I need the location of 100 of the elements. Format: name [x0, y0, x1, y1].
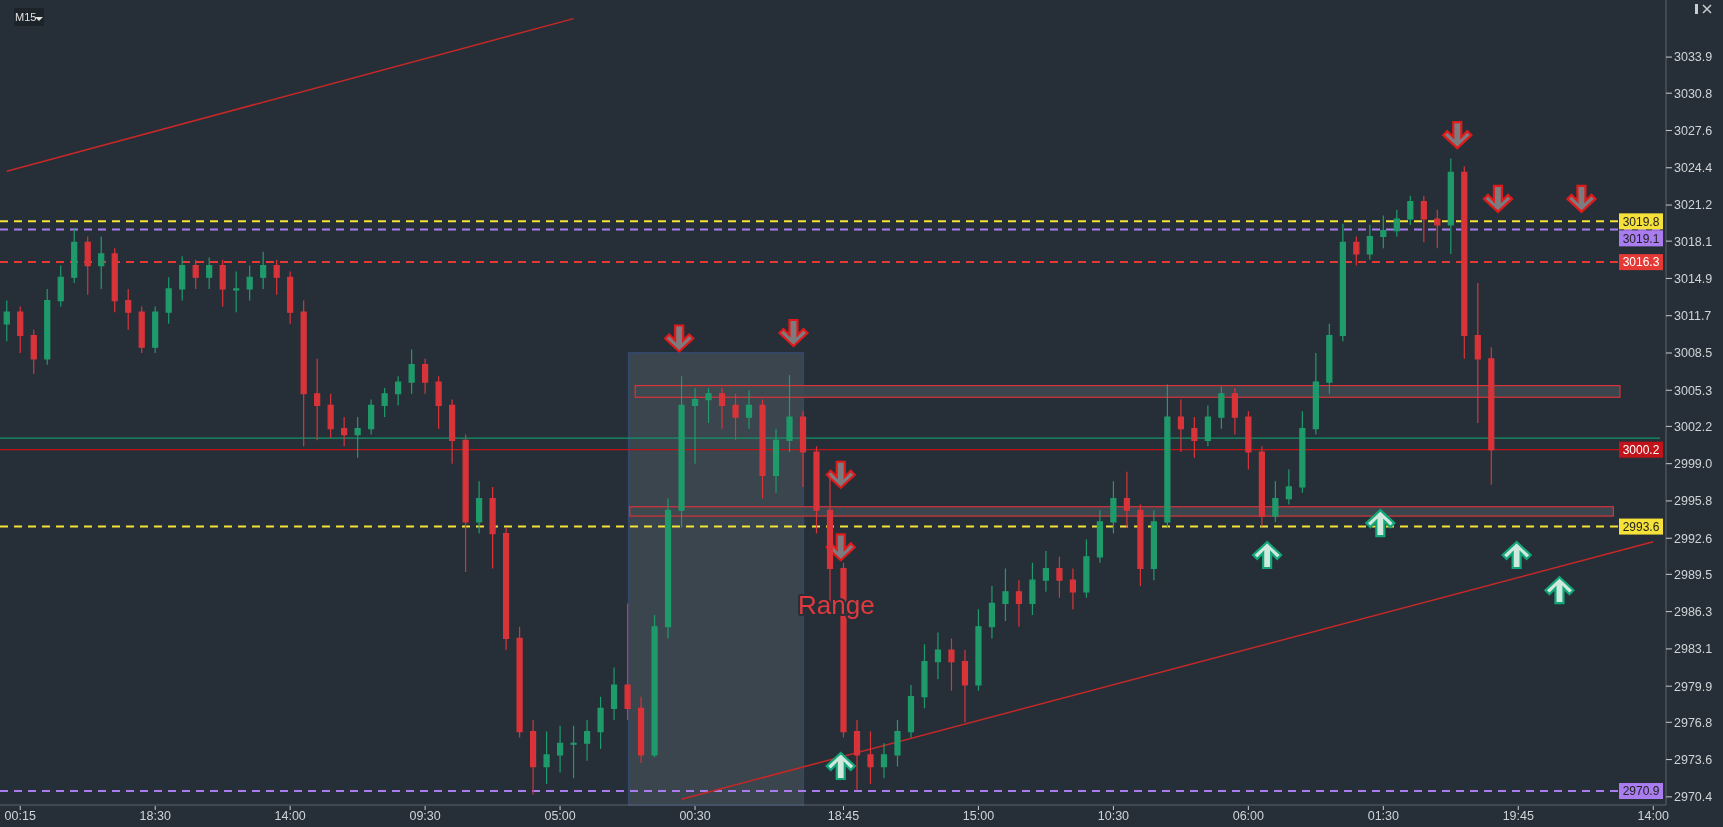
candlestick	[1447, 157, 1454, 255]
candlestick	[1204, 404, 1211, 447]
candlestick	[786, 374, 793, 453]
candlestick	[489, 486, 496, 570]
candlestick	[1083, 538, 1090, 599]
candlestick	[179, 255, 186, 302]
candlestick	[273, 259, 280, 296]
candlestick	[1434, 209, 1441, 249]
x-tick-label: 14:00	[274, 809, 306, 823]
annotation: M15	[15, 11, 37, 23]
candlestick	[1056, 556, 1063, 599]
candlestick	[476, 480, 483, 535]
x-tick-label: 18:45	[827, 809, 860, 823]
candlestick	[556, 725, 564, 773]
candlestick	[381, 387, 388, 418]
x-tick-label: 06:00	[1232, 809, 1265, 823]
candlestick	[921, 643, 928, 709]
candlestick	[57, 265, 64, 307]
y-tick-label: 2973.6	[1674, 752, 1713, 767]
candlestick	[341, 416, 348, 447]
candlestick	[125, 288, 132, 331]
candlestick	[570, 725, 577, 779]
x-tick-label: 18:30	[139, 809, 171, 823]
y-tick-label: 3033.9	[1674, 50, 1713, 65]
candlestick	[368, 398, 375, 436]
y-tick-label: 3018.1	[1674, 234, 1713, 249]
candlestick	[1042, 550, 1050, 593]
ref-line-label: 3000.2	[1622, 442, 1660, 457]
candlestick	[516, 626, 523, 739]
candlestick	[1420, 195, 1427, 243]
candlestick	[664, 498, 672, 640]
candlestick	[934, 631, 942, 680]
candlestick	[233, 270, 240, 313]
candlestick	[300, 299, 307, 447]
candlestick	[138, 305, 145, 354]
candlestick	[745, 389, 753, 430]
candlestick	[1002, 567, 1009, 622]
candlestick	[948, 637, 955, 692]
candlestick	[961, 649, 969, 723]
candlestick	[907, 684, 915, 739]
y-tick-label: 3008.5	[1674, 346, 1713, 361]
candlestick	[152, 305, 159, 354]
candlestick	[705, 387, 712, 424]
candlestick	[71, 227, 78, 284]
candlestick	[610, 666, 618, 721]
candlestick	[678, 375, 685, 529]
candlestick	[1366, 224, 1373, 261]
x-tick-label: 00:30	[679, 809, 711, 823]
candlestick	[1177, 398, 1184, 453]
ref-line-label: 3019.8	[1622, 214, 1660, 229]
candlestick	[1218, 386, 1225, 430]
ref-line-label: 2993.6	[1622, 519, 1660, 534]
candlestick	[691, 387, 699, 465]
candlestick	[597, 696, 604, 750]
candlestick	[260, 251, 267, 290]
candlestick	[30, 329, 37, 375]
y-tick-label: 2992.6	[1674, 531, 1713, 546]
x-tick-label: 09:30	[409, 809, 441, 823]
candlestick	[98, 235, 105, 290]
candlestick	[880, 742, 888, 779]
ref-line-label: 3019.1	[1622, 231, 1660, 246]
candlestick	[543, 731, 550, 785]
candlestick	[772, 428, 780, 494]
candlestick	[1285, 468, 1292, 506]
candlestick	[1407, 195, 1414, 226]
candlestick	[1150, 509, 1157, 581]
candlestick	[408, 348, 415, 395]
y-tick-label: 3021.2	[1674, 198, 1713, 213]
candlestick	[1245, 410, 1252, 471]
y-tick-label: 2983.1	[1674, 642, 1713, 657]
candlestick	[354, 416, 361, 459]
candlestick	[853, 719, 861, 791]
candlestick	[1393, 209, 1400, 238]
candlestick	[287, 270, 294, 325]
candlestick	[44, 288, 51, 366]
y-tick-label: 2989.5	[1674, 567, 1713, 582]
candlestick	[395, 375, 402, 407]
candlestick	[1339, 223, 1346, 342]
x-tick-label: 19:45	[1502, 809, 1534, 823]
candlestick	[529, 719, 537, 796]
candlestick	[975, 608, 982, 692]
candlestick	[624, 602, 631, 721]
x-tick-label: 05:00	[544, 809, 576, 823]
candlestick	[583, 719, 591, 762]
y-tick-label: 2999.0	[1674, 457, 1713, 472]
y-tick-label: 3005.3	[1674, 383, 1713, 398]
candlestick	[1110, 480, 1117, 535]
x-tick-label: 01:30	[1367, 809, 1400, 823]
candlestick	[867, 731, 874, 785]
candlestick	[1069, 567, 1077, 610]
candlestick	[449, 398, 456, 465]
candlestick	[206, 256, 213, 290]
candlestick	[1326, 323, 1333, 395]
y-tick-label: 2995.8	[1674, 494, 1713, 509]
y-tick-label: 2970.4	[1674, 790, 1713, 805]
y-tick-label: 2979.9	[1674, 679, 1713, 694]
x-tick-label: 10:30	[1097, 809, 1130, 823]
y-tick-label: 2976.8	[1674, 715, 1713, 730]
y-tick-label: 3030.8	[1674, 86, 1713, 101]
candlestick	[988, 585, 996, 640]
